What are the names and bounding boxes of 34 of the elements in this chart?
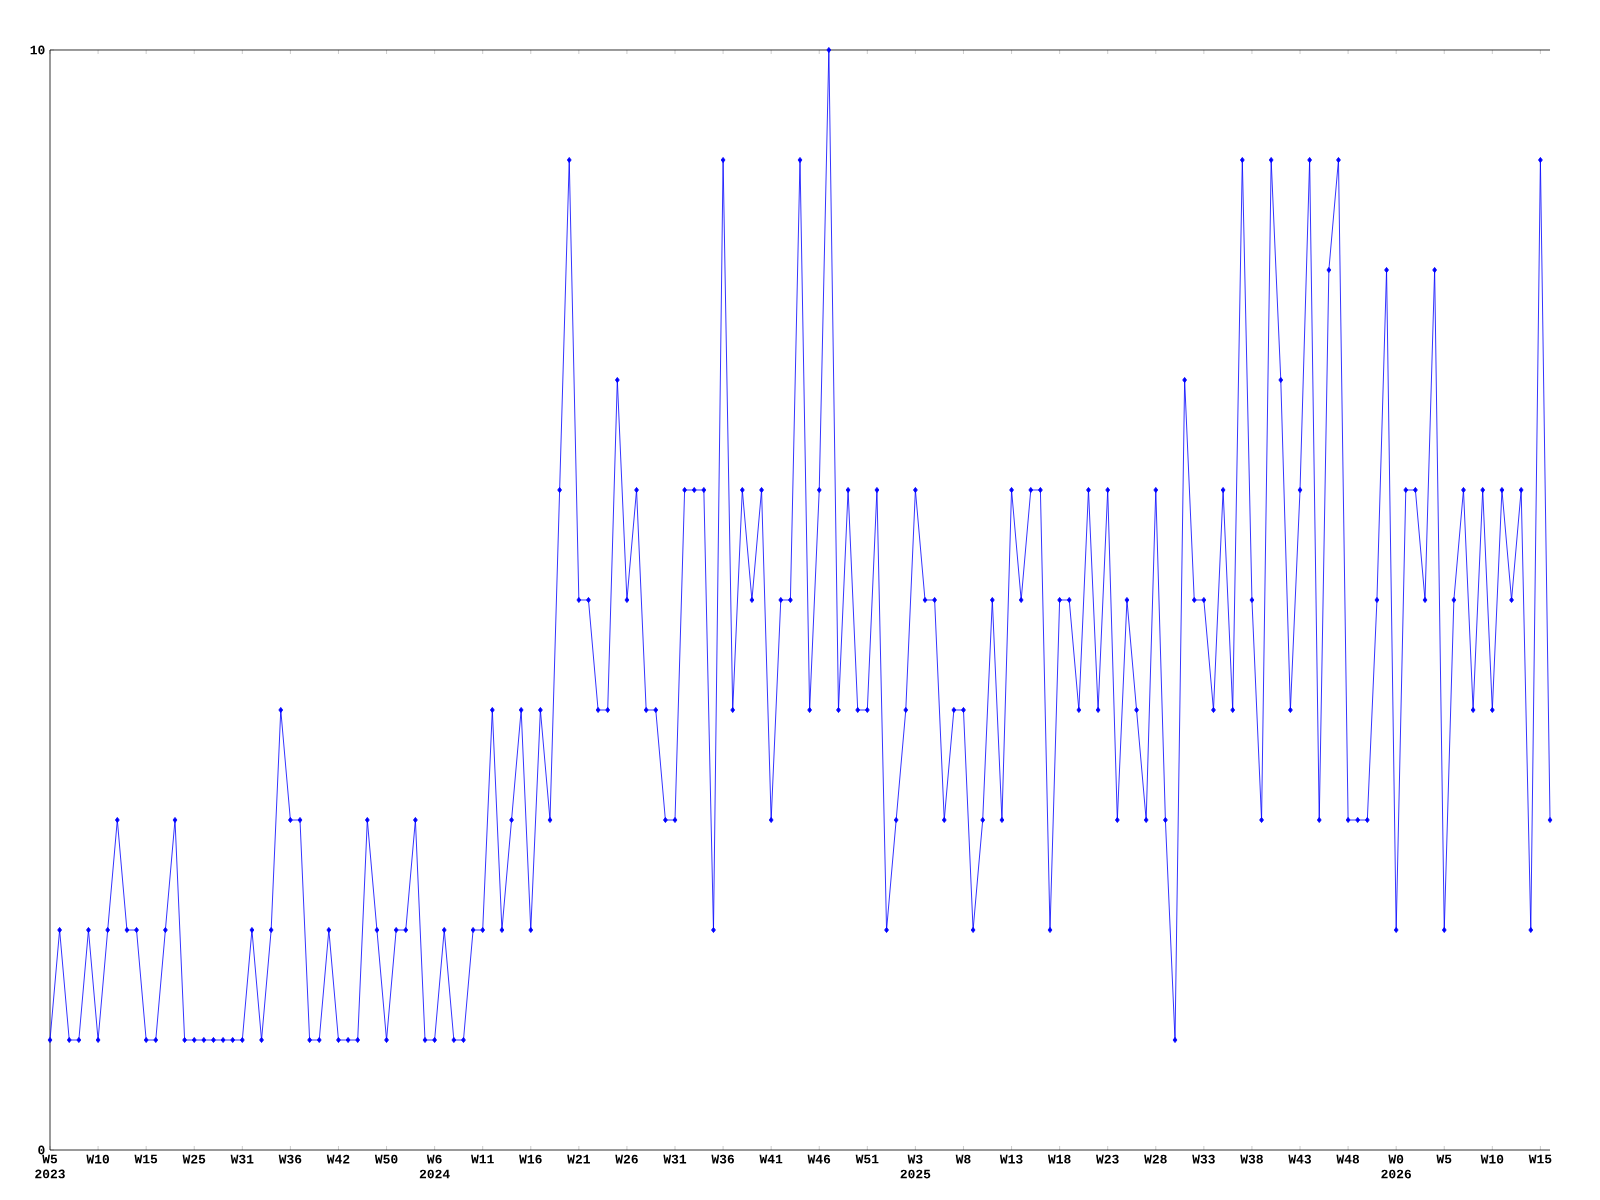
x-tick-label: W38 [1240,1154,1263,1164]
x-tick-label: W31 [230,1154,254,1164]
x-tick-label: W3 2025 [900,1154,931,1179]
y-tick-label: 0 [38,1145,45,1155]
x-tick-label: W0 2026 [1381,1154,1411,1179]
x-tick-label: W48 [1336,1154,1360,1164]
x-tick-label: W13 [999,1154,1023,1164]
x-tick-label: W11 [471,1154,494,1164]
x-tick-label: W21 [567,1154,590,1164]
x-tick-label: W36 [278,1154,302,1164]
x-tick-label: W25 [182,1154,206,1164]
x-tick-label: W5 2023 [35,1154,65,1179]
x-tick-label: W33 [1192,1154,1215,1164]
x-tick-label: W8 [955,1154,971,1164]
x-tick-label: W50 [374,1154,398,1164]
x-tick-label: W46 [807,1154,831,1164]
x-tick-label: W51 [855,1154,879,1164]
x-tick-label: W15 [1528,1154,1552,1164]
x-tick-label: W43 [1288,1154,1311,1164]
x-tick-label: W41 [759,1154,783,1164]
x-tick-label: W31 [663,1154,687,1164]
x-tick-label: W5 [1436,1154,1452,1164]
x-tick-label: W18 [1047,1154,1071,1164]
x-tick-label: W42 [326,1154,350,1164]
x-tick-label: W10 [1480,1154,1504,1164]
x-tick-label: W36 [711,1154,734,1164]
y-tick-label: 10 [30,45,45,55]
x-tick-label: W15 [134,1154,158,1164]
x-tick-label: W10 [86,1154,109,1164]
x-tick-label: W23 [1096,1154,1119,1164]
x-tick-label: W16 [519,1154,542,1164]
x-tick-label: W6 2024 [419,1154,450,1179]
x-tick-label: W26 [615,1154,638,1164]
x-tick-label: W28 [1144,1154,1167,1164]
